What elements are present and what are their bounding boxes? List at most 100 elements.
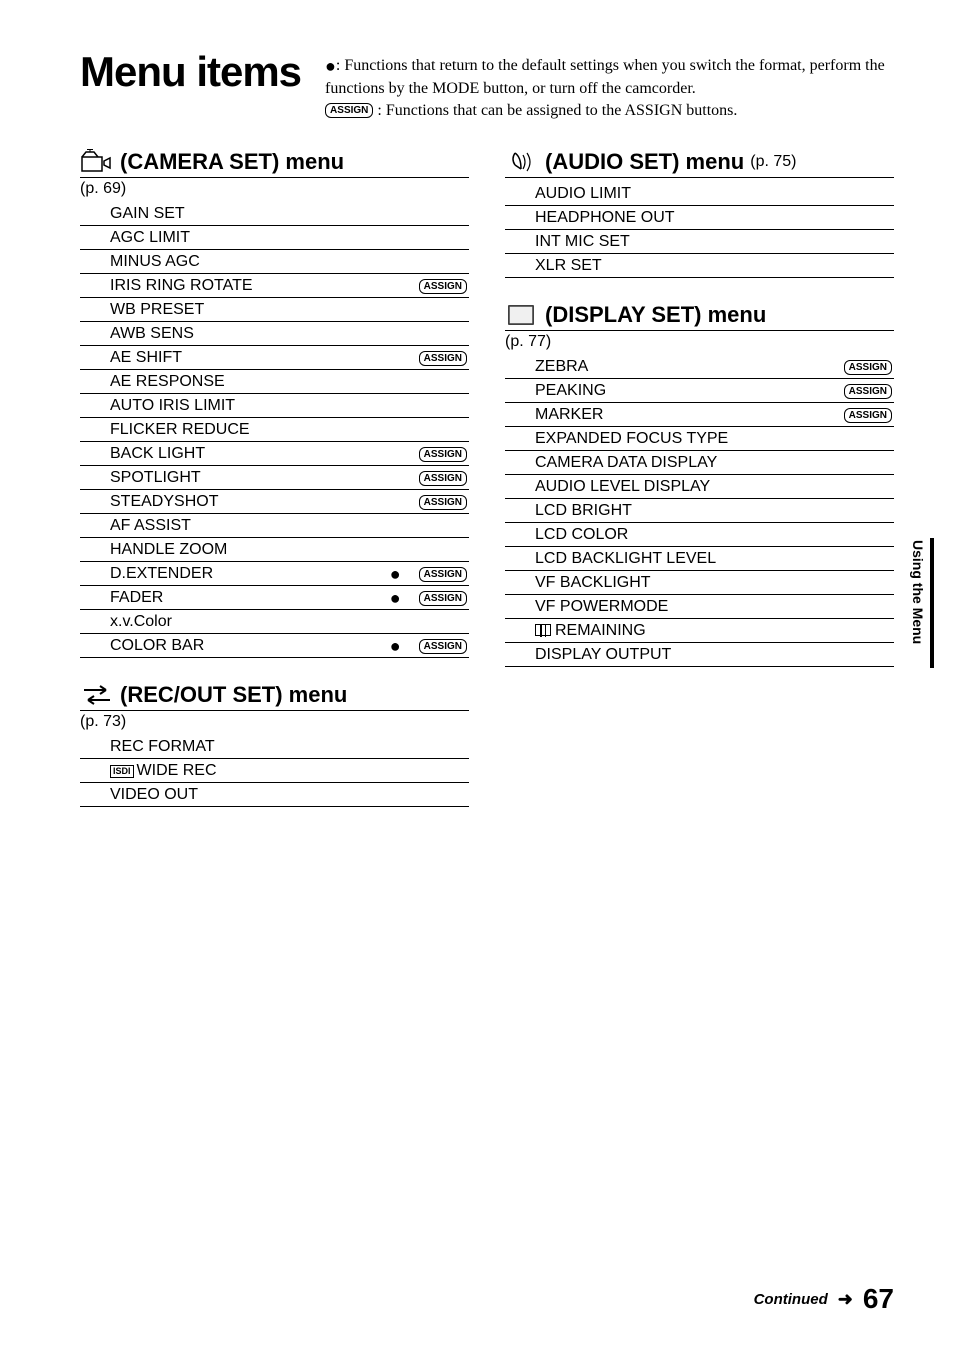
camera-set-heading: (CAMERA SET) menu — [80, 149, 469, 178]
menu-item-text: FADER — [110, 589, 163, 606]
menu-item-label: VIDEO OUT — [110, 786, 469, 804]
recout-icon — [80, 682, 114, 708]
menu-item-row: MARKER ASSIGN — [505, 403, 894, 427]
menu-item-row: CAMERA DATA DISPLAY — [505, 451, 894, 475]
menu-item-label: DISPLAY OUTPUT — [535, 646, 894, 664]
menu-item-label: VF POWERMODE — [535, 598, 894, 616]
dot-marker-icon: ● — [390, 637, 401, 655]
menu-item-row: LCD COLOR — [505, 523, 894, 547]
menu-item-row: AE SHIFT ASSIGN — [80, 346, 469, 370]
menu-item-label: SPOTLIGHT — [110, 469, 419, 487]
menu-item-row: MINUS AGC — [80, 250, 469, 274]
menu-item-label: IRIS RING ROTATE — [110, 277, 419, 295]
menu-item-text: AUDIO LIMIT — [535, 185, 631, 202]
menu-item-row: BACK LIGHTASSIGN — [80, 442, 469, 466]
menu-item-label: x.v.Color — [110, 613, 469, 631]
audio-set-items: AUDIO LIMIT HEADPHONE OUT INT MIC SET XLR S… — [505, 182, 894, 278]
display-icon — [505, 302, 539, 328]
recout-set-title: (REC/OUT SET) menu — [120, 682, 347, 708]
continued-text: Continued — [754, 1291, 828, 1308]
display-set-pageref: (p. 77) — [505, 333, 894, 351]
menu-item-row: HEADPHONE OUT — [505, 206, 894, 230]
menu-item-text: EXPANDED FOCUS TYPE — [535, 430, 728, 447]
menu-item-row: AUDIO LIMIT — [505, 182, 894, 206]
menu-item-text: CAMERA DATA DISPLAY — [535, 454, 717, 471]
menu-item-text: STEADYSHOT — [110, 493, 218, 510]
menu-item-label: MARKER — [535, 406, 844, 424]
page-title: Menu items — [80, 48, 301, 96]
menu-item-text: AWB SENS — [110, 325, 194, 342]
menu-item-text: MINUS AGC — [110, 253, 200, 270]
menu-item-row: REMAINING — [505, 619, 894, 643]
menu-item-label: INT MIC SET — [535, 233, 894, 251]
assign-badge-icon: ASSIGN — [419, 471, 467, 486]
menu-item-row: STEADYSHOTASSIGN — [80, 490, 469, 514]
menu-item-row: AUDIO LEVEL DISPLAY — [505, 475, 894, 499]
menu-item-label: WB PRESET — [110, 301, 469, 319]
assign-badge-icon: ASSIGN — [419, 351, 467, 366]
menu-item-label: LCD BACKLIGHT LEVEL — [535, 550, 894, 568]
menu-item-text: AUTO IRIS LIMIT — [110, 397, 235, 414]
menu-item-text: ZEBRA — [535, 358, 588, 375]
menu-item-label: XLR SET — [535, 257, 894, 275]
menu-item-label: GAIN SET — [110, 205, 469, 223]
menu-item-row: COLOR BAR ● ASSIGN — [80, 634, 469, 658]
menu-item-text: LCD BRIGHT — [535, 502, 632, 519]
menu-item-label: LCD COLOR — [535, 526, 894, 544]
camera-set-items: GAIN SETAGC LIMITMINUS AGCIRIS RING ROTA… — [80, 202, 469, 658]
menu-item-label: ISDIWIDE REC — [110, 762, 469, 780]
menu-item-row: DISPLAY OUTPUT — [505, 643, 894, 667]
menu-item-text: REC FORMAT — [110, 738, 215, 755]
dot-marker-icon: ● — [390, 589, 401, 607]
menu-item-label: VF BACKLIGHT — [535, 574, 894, 592]
audio-set-heading: (AUDIO SET) menu (p. 75) — [505, 149, 894, 178]
left-column: (CAMERA SET) menu (p. 69) GAIN SETAGC LI… — [80, 149, 469, 831]
menu-item-label: HEADPHONE OUT — [535, 209, 894, 227]
menu-item-row: PEAKINGASSIGN — [505, 379, 894, 403]
menu-item-text: COLOR BAR — [110, 637, 204, 654]
menu-item-text: MARKER — [535, 406, 603, 423]
assign-badge-icon: ASSIGN — [419, 567, 467, 582]
menu-item-row: LCD BRIGHT — [505, 499, 894, 523]
menu-item-label: D.EXTENDER — [110, 565, 390, 583]
menu-item-label: AE SHIFT — [110, 349, 419, 367]
assign-badge-icon: ASSIGN — [844, 408, 892, 423]
menu-item-label: ZEBRA — [535, 358, 844, 376]
columns: (CAMERA SET) menu (p. 69) GAIN SETAGC LI… — [80, 149, 894, 831]
menu-item-label: AUDIO LIMIT — [535, 185, 894, 203]
menu-item-row: WB PRESET — [80, 298, 469, 322]
menu-item-label: AUDIO LEVEL DISPLAY — [535, 478, 894, 496]
menu-item-text: DISPLAY OUTPUT — [535, 646, 671, 663]
menu-item-text: HEADPHONE OUT — [535, 209, 675, 226]
page-number: 67 — [863, 1283, 894, 1315]
menu-item-row: LCD BACKLIGHT LEVEL — [505, 547, 894, 571]
intro-line-2: : Functions that can be assigned to the … — [373, 102, 737, 119]
menu-item-text: AUDIO LEVEL DISPLAY — [535, 478, 710, 495]
menu-item-text: LCD COLOR — [535, 526, 628, 543]
menu-item-text: x.v.Color — [110, 613, 172, 630]
side-tab: Using the Menu — [910, 540, 926, 644]
assign-badge-icon: ASSIGN — [419, 639, 467, 654]
menu-item-row: XLR SET — [505, 254, 894, 278]
menu-item-text: IRIS RING ROTATE — [110, 277, 253, 294]
recout-set-items: REC FORMAT ISDIWIDE REC VIDEO OUT — [80, 735, 469, 807]
menu-item-row: GAIN SET — [80, 202, 469, 226]
menu-item-text: AE SHIFT — [110, 349, 182, 366]
menu-item-row: AWB SENS — [80, 322, 469, 346]
assign-badge-icon: ASSIGN — [419, 591, 467, 606]
menu-item-label: BACK LIGHT — [110, 445, 419, 463]
audio-set-title: (AUDIO SET) menu — [545, 149, 744, 175]
menu-item-label: AF ASSIST — [110, 517, 469, 535]
camera-set-section: (CAMERA SET) menu (p. 69) GAIN SETAGC LI… — [80, 149, 469, 658]
menu-item-row: FADER ● ASSIGN — [80, 586, 469, 610]
menu-item-label: REMAINING — [535, 622, 894, 640]
menu-item-text: AE RESPONSE — [110, 373, 225, 390]
menu-item-row: VF POWERMODE — [505, 595, 894, 619]
footer: Continued ➜ 67 — [754, 1283, 894, 1315]
menu-item-text: INT MIC SET — [535, 233, 630, 250]
menu-item-row: ZEBRAASSIGN — [505, 355, 894, 379]
menu-item-row: x.v.Color — [80, 610, 469, 634]
menu-item-row: AUTO IRIS LIMIT — [80, 394, 469, 418]
menu-item-label: AWB SENS — [110, 325, 469, 343]
right-column: (AUDIO SET) menu (p. 75) AUDIO LIMIT HEAD… — [505, 149, 894, 831]
